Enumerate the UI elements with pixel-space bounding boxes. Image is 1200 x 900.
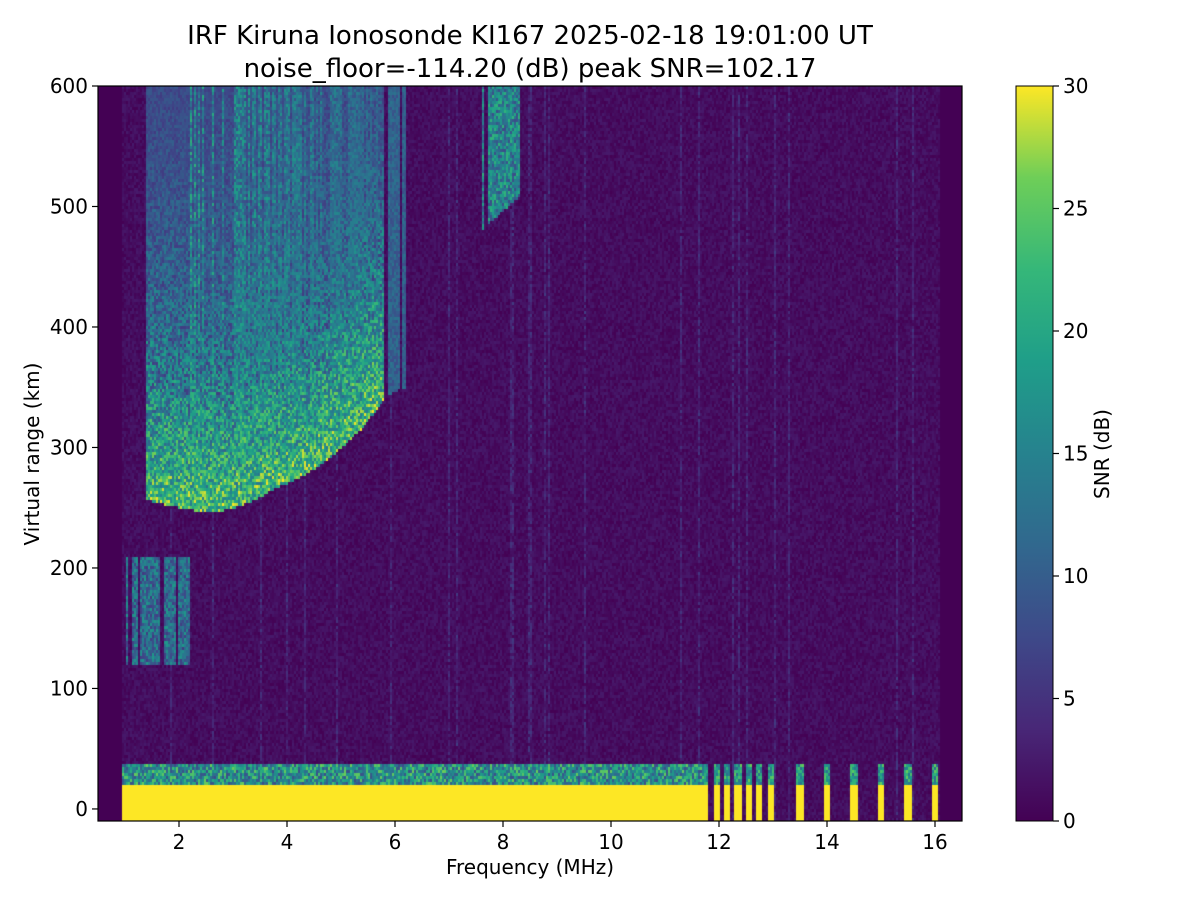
ionogram-heatmap bbox=[98, 86, 962, 821]
y-tick-label: 0 bbox=[75, 797, 88, 821]
colorbar-tick-label: 25 bbox=[1063, 197, 1088, 221]
colorbar-tick-label: 20 bbox=[1063, 319, 1088, 343]
colorbar-tick-label: 0 bbox=[1063, 809, 1076, 833]
x-tick-label: 8 bbox=[497, 830, 510, 854]
chart-subtitle: noise_floor=-114.20 (dB) peak SNR=102.17 bbox=[244, 54, 817, 84]
x-tick-label: 16 bbox=[922, 830, 947, 854]
chart-title: IRF Kiruna Ionosonde KI167 2025-02-18 19… bbox=[187, 21, 873, 51]
x-tick-label: 6 bbox=[389, 830, 402, 854]
colorbar-tick-label: 15 bbox=[1063, 442, 1088, 466]
plot-frame bbox=[97, 85, 963, 822]
x-tick-label: 10 bbox=[598, 830, 623, 854]
y-tick-label: 100 bbox=[50, 676, 88, 700]
y-tick-label: 600 bbox=[50, 74, 88, 98]
y-tick-label: 300 bbox=[50, 435, 88, 459]
colorbar-tick-label: 30 bbox=[1063, 74, 1088, 98]
colorbar bbox=[1015, 85, 1054, 822]
colorbar-label: SNR (dB) bbox=[1090, 409, 1114, 499]
y-tick-label: 200 bbox=[50, 556, 88, 580]
colorbar-tick-label: 10 bbox=[1063, 564, 1088, 588]
colorbar-ticks: 0 5 10 15 20 25 30 bbox=[1053, 74, 1088, 833]
x-tick-label: 14 bbox=[814, 830, 839, 854]
x-axis-ticks: 2 4 6 8 10 12 14 16 bbox=[173, 821, 948, 854]
y-axis-label: Virtual range (km) bbox=[20, 363, 44, 546]
y-axis-ticks: 0 100 200 300 400 500 600 bbox=[50, 74, 98, 821]
x-tick-label: 4 bbox=[281, 830, 294, 854]
x-tick-label: 2 bbox=[173, 830, 186, 854]
x-axis-label: Frequency (MHz) bbox=[446, 855, 614, 879]
y-tick-label: 500 bbox=[50, 194, 88, 218]
x-tick-label: 12 bbox=[706, 830, 731, 854]
y-tick-label: 400 bbox=[50, 315, 88, 339]
colorbar-tick-label: 5 bbox=[1063, 687, 1076, 711]
